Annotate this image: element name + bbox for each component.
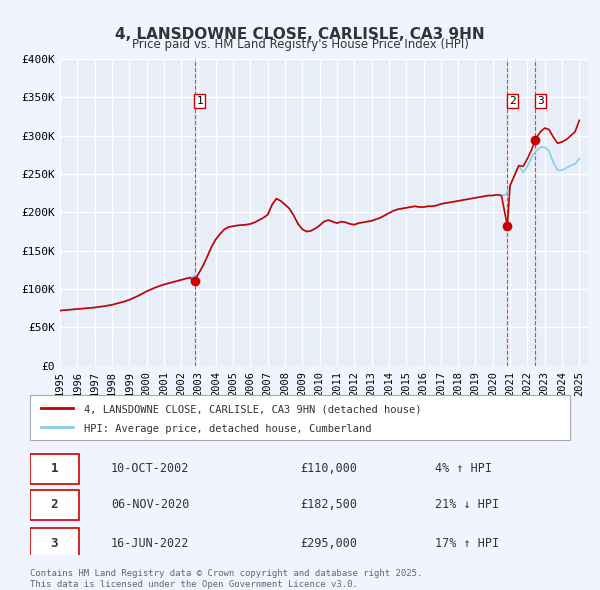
Text: 21% ↓ HPI: 21% ↓ HPI — [435, 499, 499, 512]
Text: HPI: Average price, detached house, Cumberland: HPI: Average price, detached house, Cumb… — [84, 424, 371, 434]
Text: £182,500: £182,500 — [300, 499, 357, 512]
FancyBboxPatch shape — [30, 490, 79, 520]
Text: £110,000: £110,000 — [300, 463, 357, 476]
Text: 4% ↑ HPI: 4% ↑ HPI — [435, 463, 492, 476]
FancyBboxPatch shape — [30, 454, 79, 484]
Text: 3: 3 — [50, 537, 58, 550]
Text: 17% ↑ HPI: 17% ↑ HPI — [435, 537, 499, 550]
Text: 10-OCT-2002: 10-OCT-2002 — [111, 463, 190, 476]
Text: 2: 2 — [50, 499, 58, 512]
Text: Price paid vs. HM Land Registry's House Price Index (HPI): Price paid vs. HM Land Registry's House … — [131, 38, 469, 51]
Text: £295,000: £295,000 — [300, 537, 357, 550]
Text: 4, LANSDOWNE CLOSE, CARLISLE, CA3 9HN (detached house): 4, LANSDOWNE CLOSE, CARLISLE, CA3 9HN (d… — [84, 405, 421, 414]
Text: 2: 2 — [509, 96, 516, 106]
FancyBboxPatch shape — [30, 529, 79, 558]
Text: 16-JUN-2022: 16-JUN-2022 — [111, 537, 190, 550]
Text: 06-NOV-2020: 06-NOV-2020 — [111, 499, 190, 512]
Text: Contains HM Land Registry data © Crown copyright and database right 2025.
This d: Contains HM Land Registry data © Crown c… — [30, 569, 422, 589]
Text: 1: 1 — [50, 463, 58, 476]
Text: 4, LANSDOWNE CLOSE, CARLISLE, CA3 9HN: 4, LANSDOWNE CLOSE, CARLISLE, CA3 9HN — [115, 27, 485, 41]
Text: 3: 3 — [537, 96, 544, 106]
Text: 1: 1 — [196, 96, 203, 106]
